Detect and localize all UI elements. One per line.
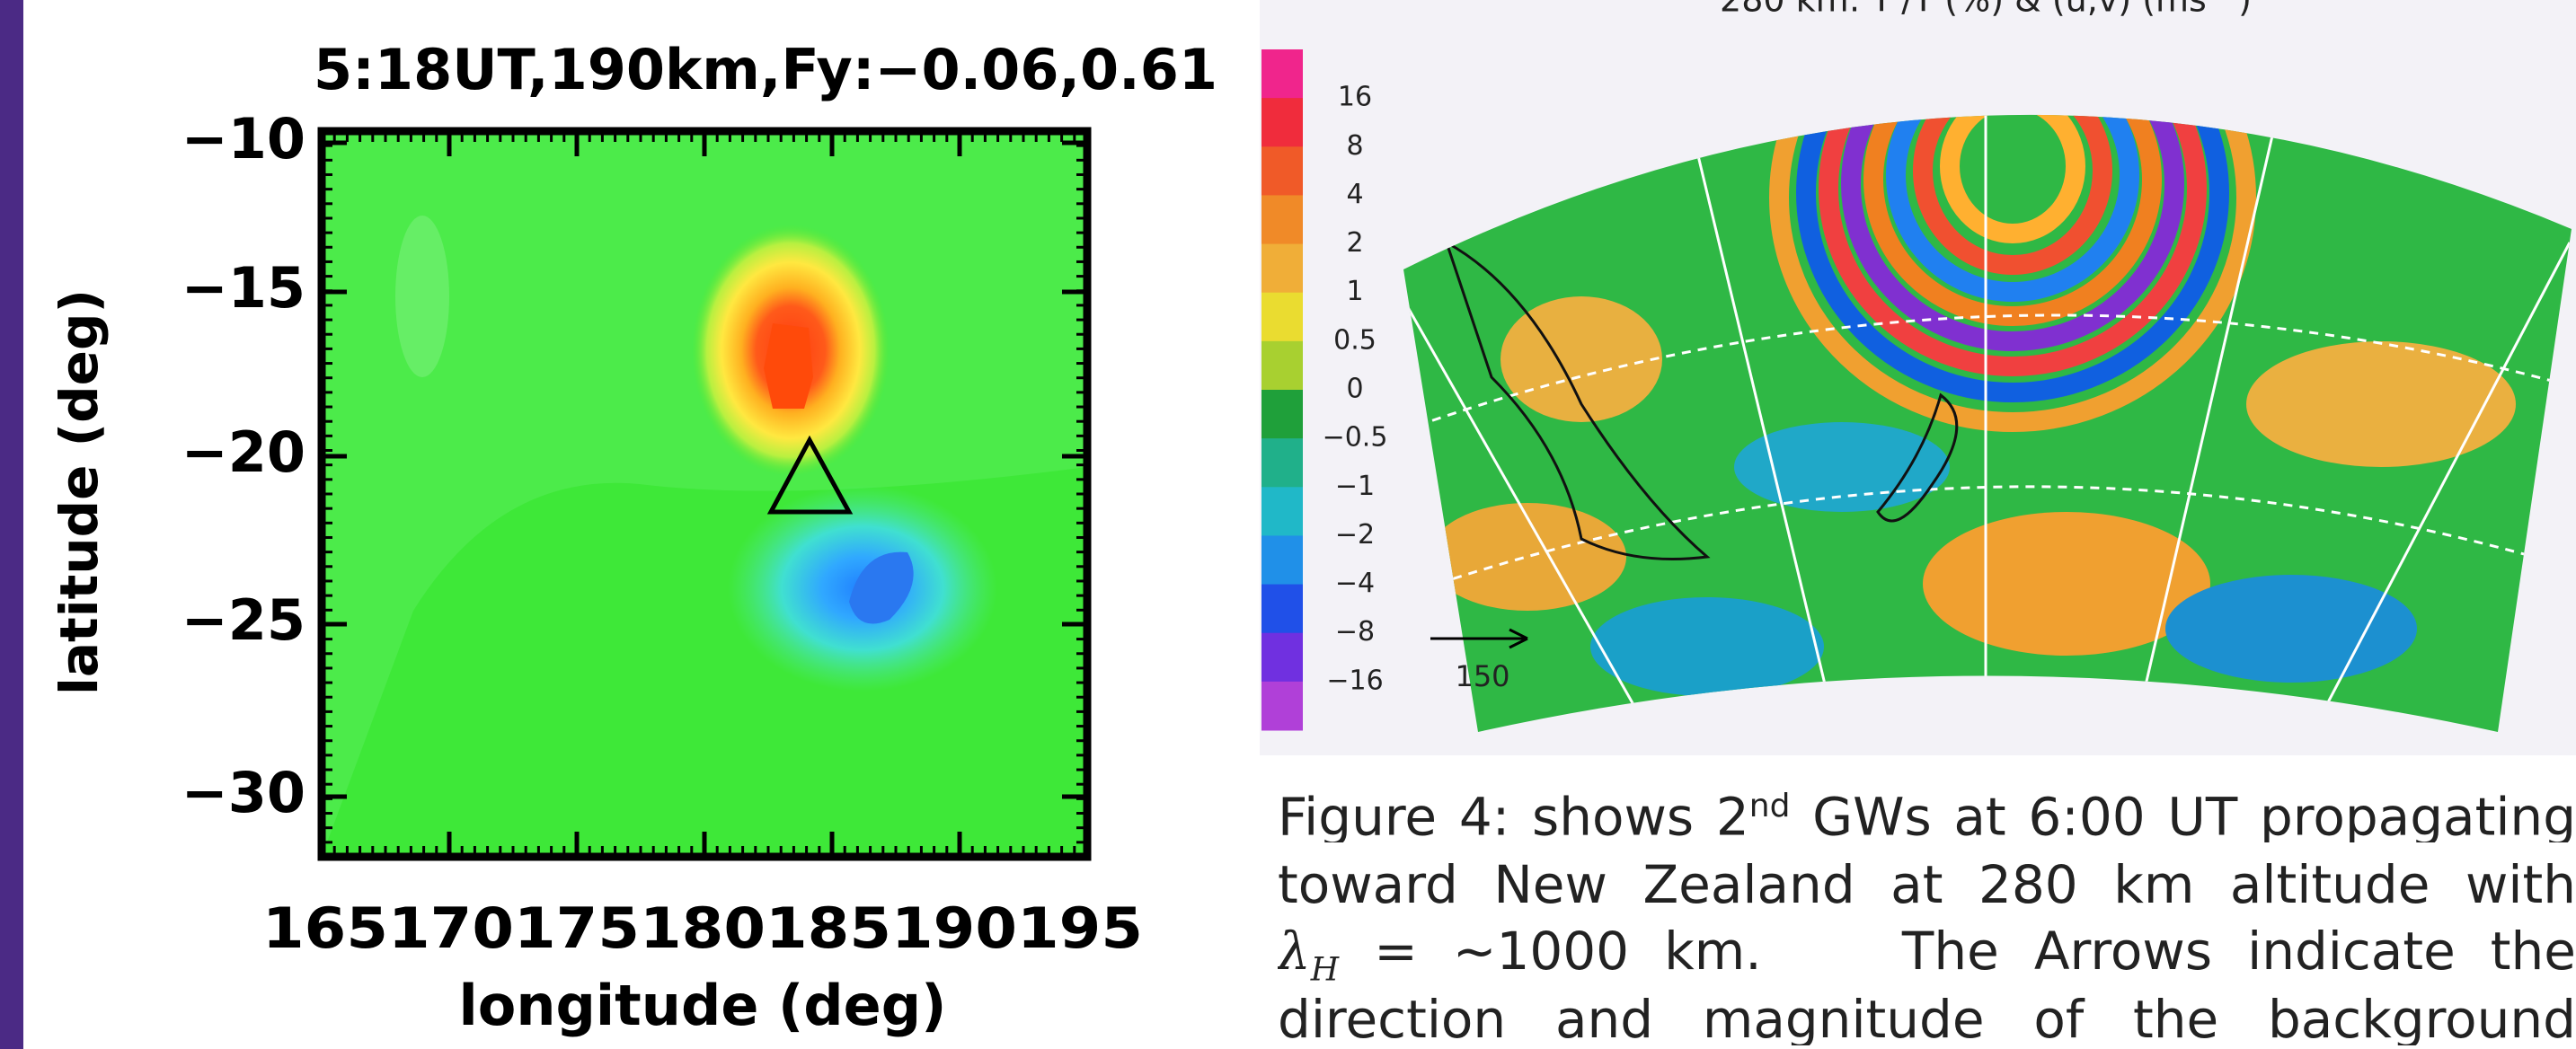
y-tick-label: −30	[181, 760, 305, 825]
plot-title: 5:18UT,190km,Fy:−0.06,0.61	[314, 37, 1217, 102]
colorbar-label: 2	[1346, 227, 1363, 259]
colorbar-swatch	[1261, 195, 1303, 245]
caption-symbol: λ	[1278, 925, 1311, 982]
caption-text: = ~1000 km. The Arrows indicate the	[1339, 925, 2576, 982]
colorbar-label: 1	[1346, 276, 1363, 307]
colorbar-label: 0	[1346, 374, 1363, 405]
colorbar: 16 8 4 2 1 0.5 0 −0.5 −1 −2 −4 −8 −16	[1261, 49, 1387, 731]
colorbar-label: 0.5	[1333, 324, 1377, 356]
x-tick-label: 195	[1017, 895, 1143, 961]
y-tick-label: −15	[181, 255, 305, 321]
x-tick-label: 180	[640, 895, 766, 961]
colorbar-swatch	[1261, 535, 1303, 586]
caption-sup: nd	[1748, 790, 1791, 824]
side-bar	[0, 0, 23, 1049]
x-tick-label: 185	[766, 895, 891, 961]
y-axis-label: latitude (deg)	[49, 289, 110, 695]
colorbar-swatch	[1261, 49, 1303, 99]
colorbar-label: 8	[1346, 130, 1363, 162]
x-tick-label: 165	[262, 895, 388, 961]
colorbar-label: 4	[1346, 179, 1363, 210]
arrow-scale-label: 150	[1455, 659, 1509, 693]
caption-line: λH = ~1000 km. The Arrows indicate the	[1278, 925, 2576, 987]
colorbar-swatch	[1261, 438, 1303, 488]
triangle-marker	[766, 435, 854, 515]
colorbar-swatch	[1261, 292, 1303, 342]
y-tick-label: −20	[181, 419, 305, 485]
colorbar-label: −2	[1335, 519, 1375, 551]
colorbar-swatch	[1261, 487, 1303, 536]
caption-sub: H	[1310, 951, 1340, 987]
colorbar-swatch	[1261, 98, 1303, 147]
x-tick-label: 175	[514, 895, 640, 961]
x-tick-label: 170	[388, 895, 514, 961]
x-axis-label: longitude (deg)	[459, 973, 947, 1038]
y-tick-label: −10	[181, 106, 305, 172]
colorbar-label: −16	[1326, 665, 1383, 696]
contour-band	[322, 131, 1087, 857]
colorbar-label: −1	[1335, 471, 1375, 502]
map	[1403, 114, 2572, 732]
colorbar-swatch	[1261, 584, 1303, 634]
caption-line: direction and magnitude of the backgroun…	[1278, 993, 2576, 1045]
colorbar-swatch	[1261, 390, 1303, 439]
cold-core	[849, 551, 914, 624]
colorbar-swatch	[1261, 340, 1303, 391]
scale-arrow-head	[1509, 628, 1528, 649]
colorbar-label: −0.5	[1323, 422, 1388, 454]
caption-line: Figure 4: shows 2nd GWs at 6:00 UT propa…	[1278, 790, 2576, 842]
colorbar-label: −4	[1335, 568, 1375, 599]
colorbar-swatch	[1261, 681, 1303, 731]
caption-line: toward New Zealand at 280 km altitude wi…	[1278, 859, 2576, 911]
map-title: 280 km: T'/T (%) & (u,v) (ms⁻¹)	[1720, 0, 2252, 20]
colorbar-swatch	[1261, 632, 1303, 683]
contour-band	[395, 216, 449, 377]
caption-text: GWs at 6:00 UT propagating	[1790, 790, 2576, 843]
y-tick-label: −25	[181, 587, 305, 653]
caption-text: Figure 4: shows 2	[1278, 790, 1749, 843]
colorbar-label: 16	[1338, 82, 1372, 113]
colorbar-swatch	[1261, 243, 1303, 294]
colorbar-label: −8	[1335, 616, 1375, 648]
warm-core	[764, 323, 813, 409]
x-tick-label: 190	[891, 895, 1017, 961]
tick-marks	[320, 129, 1087, 859]
colorbar-swatch	[1261, 146, 1303, 196]
contour-plot	[317, 127, 1092, 861]
